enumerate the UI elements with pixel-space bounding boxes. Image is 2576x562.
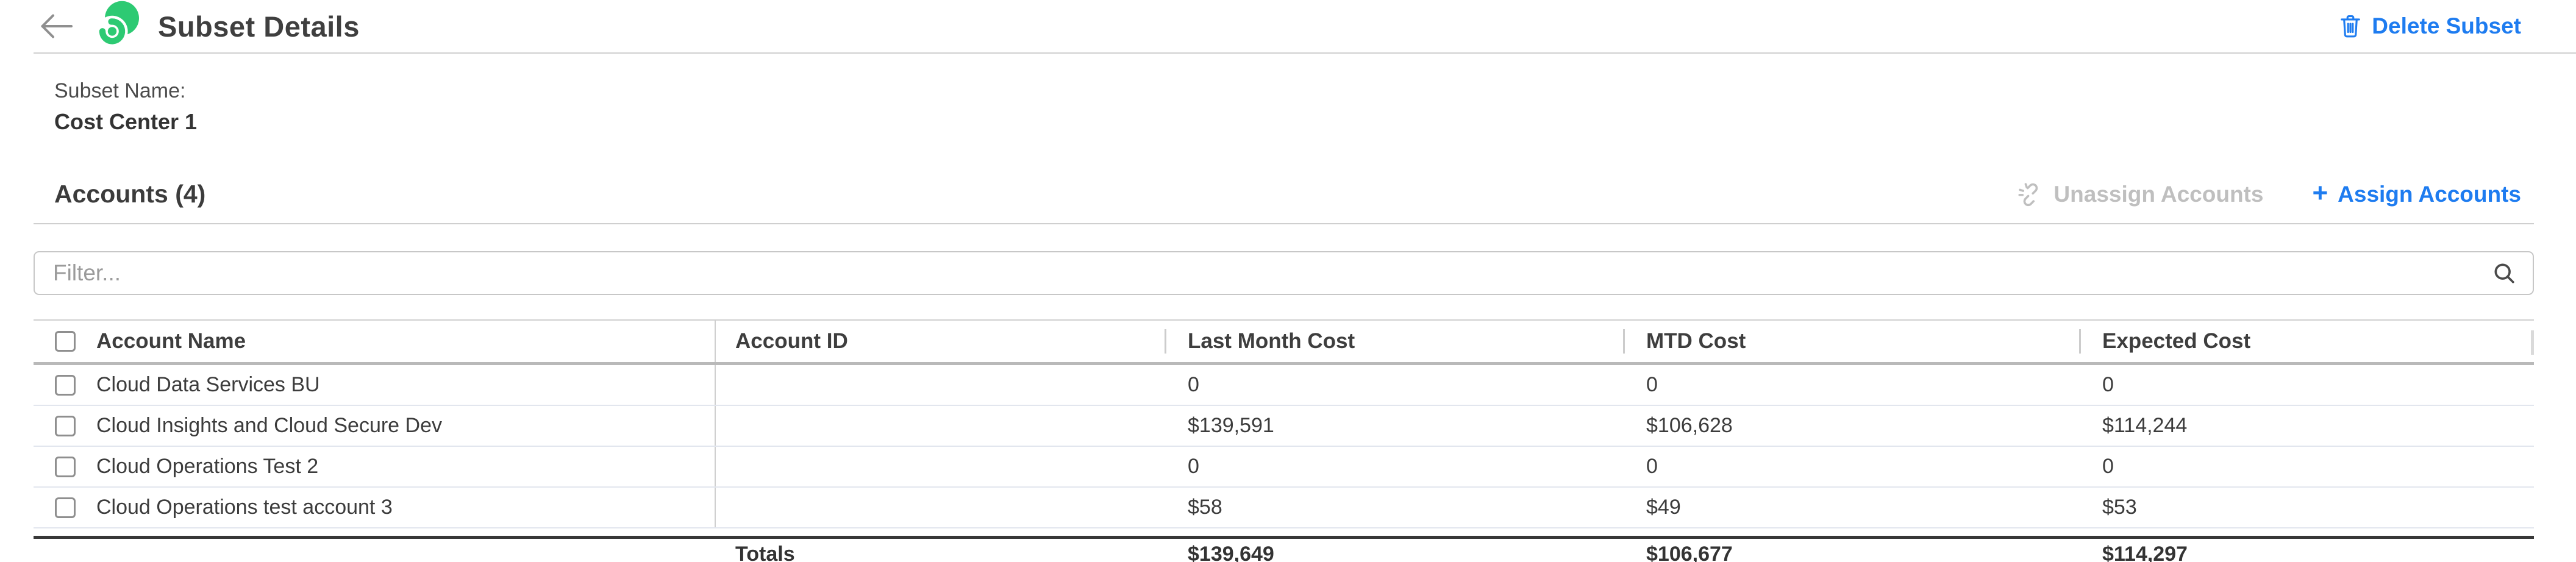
row-checkbox[interactable] <box>55 497 76 518</box>
last-month-cost: 0 <box>1188 373 1199 396</box>
back-arrow-icon <box>41 14 73 38</box>
accounts-section-header: Accounts (4) Unassign Accounts + Assign … <box>34 177 2534 224</box>
totals-expected-cost: $114,297 <box>2102 542 2188 562</box>
assign-accounts-button[interactable]: + Assign Accounts <box>2312 177 2521 208</box>
row-checkbox[interactable] <box>55 456 76 477</box>
subset-name-block: Subset Name: Cost Center 1 <box>34 79 2534 135</box>
table-header-row: Account Name Account ID Last Month Cost … <box>34 319 2534 365</box>
mtd-cost: 0 <box>1646 455 1658 478</box>
trash-icon <box>2341 15 2361 38</box>
select-all-checkbox[interactable] <box>55 331 76 352</box>
content: Subset Name: Cost Center 1 Accounts (4) … <box>34 79 2534 562</box>
unassign-accounts-button[interactable]: Unassign Accounts <box>2017 181 2263 208</box>
last-month-cost: $58 <box>1188 496 1222 519</box>
col-account-id: Account ID <box>735 329 848 353</box>
account-name: Cloud Operations test account 3 <box>96 496 393 519</box>
subset-name-label: Subset Name: <box>54 79 186 102</box>
accounts-actions: Unassign Accounts + Assign Accounts <box>2017 177 2521 208</box>
account-name: Cloud Operations Test 2 <box>96 455 319 478</box>
totals-last-month-cost: $139,649 <box>1188 542 1274 562</box>
col-mtd-cost: MTD Cost <box>1623 329 2079 354</box>
top-bar: Subset Details Delete Subset <box>34 0 2576 54</box>
assign-accounts-label: Assign Accounts <box>2338 181 2521 207</box>
accounts-title: Accounts (4) <box>54 180 206 208</box>
account-name: Cloud Insights and Cloud Secure Dev <box>96 414 442 437</box>
mtd-cost: $106,628 <box>1646 414 1733 437</box>
mtd-cost: 0 <box>1646 373 1658 396</box>
unlink-icon <box>2018 182 2038 206</box>
expected-cost: $114,244 <box>2102 414 2188 437</box>
last-month-cost: $139,591 <box>1188 414 1274 437</box>
expected-cost: 0 <box>2102 455 2114 478</box>
col-expected-cost: Expected Cost <box>2079 329 2534 354</box>
row-checkbox[interactable] <box>55 415 76 436</box>
filter-bar <box>34 251 2534 295</box>
delete-subset-button[interactable]: Delete Subset <box>2339 13 2521 40</box>
search-icon[interactable] <box>2491 260 2518 290</box>
table-row[interactable]: Cloud Data Services BU 0 0 0 <box>34 365 2534 406</box>
totals-row: Totals $139,649 $106,677 $114,297 <box>34 536 2534 562</box>
spot-logo <box>92 1 142 52</box>
col-account-name: Account Name <box>96 329 246 353</box>
table-row[interactable]: Cloud Operations Test 2 0 0 0 <box>34 447 2534 488</box>
row-checkbox[interactable] <box>55 374 76 396</box>
table-row[interactable]: Cloud Insights and Cloud Secure Dev $139… <box>34 406 2534 447</box>
subset-name-value: Cost Center 1 <box>54 109 198 134</box>
unassign-accounts-label: Unassign Accounts <box>2053 181 2264 207</box>
delete-subset-label: Delete Subset <box>2372 13 2521 38</box>
mtd-cost: $49 <box>1646 496 1681 519</box>
expected-cost: 0 <box>2102 373 2114 396</box>
account-name: Cloud Data Services BU <box>96 373 320 396</box>
filter-input[interactable] <box>34 251 2534 295</box>
expected-cost: $53 <box>2102 496 2137 519</box>
last-month-cost: 0 <box>1188 455 1199 478</box>
back-button[interactable] <box>37 11 75 41</box>
page-title: Subset Details <box>158 10 360 43</box>
totals-label: Totals <box>735 542 795 562</box>
table-row[interactable]: Cloud Operations test account 3 $58 $49 … <box>34 488 2534 528</box>
col-last-month-cost: Last Month Cost <box>1165 329 1623 354</box>
accounts-table: Account Name Account ID Last Month Cost … <box>34 319 2534 562</box>
plus-icon: + <box>2312 177 2328 208</box>
totals-mtd-cost: $106,677 <box>1646 542 1733 562</box>
